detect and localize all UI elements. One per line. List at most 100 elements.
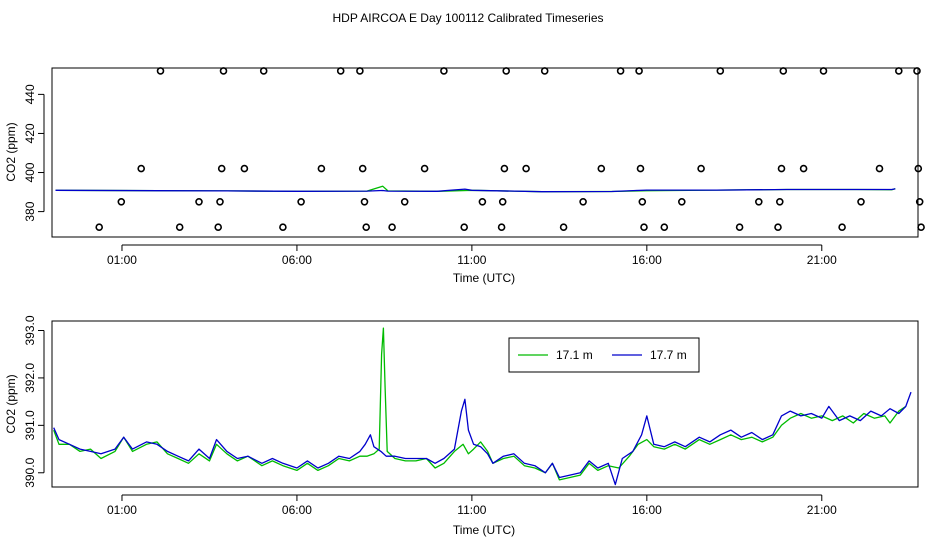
scatter-point: [500, 164, 509, 173]
scatter-point: [259, 67, 268, 75]
bottom-panel: 01:00 06:00 11:00 16:00 21:00 390.0 391.0 392.…: [4, 315, 919, 537]
scatter-point: [175, 223, 184, 231]
top-y-axis: 380 400 420 440: [23, 84, 45, 222]
bottom-line-series: [53, 327, 912, 486]
scatter-point: [400, 198, 409, 206]
bottom-y-tick-label: 392.0: [23, 363, 37, 393]
scatter-point: [478, 198, 487, 206]
top-y-tick-label: 400: [23, 162, 37, 182]
scatter-point: [777, 164, 786, 173]
scatter-point: [914, 164, 923, 173]
scatter-point: [774, 223, 782, 231]
bottom-x-tick-label: 06:00: [282, 503, 312, 517]
scatter-point: [779, 67, 788, 75]
scatter-point: [775, 198, 784, 206]
scatter-point: [640, 223, 648, 231]
top-x-tick-label: 11:00: [457, 253, 486, 267]
scatter-point: [636, 164, 645, 173]
top-y-tick-label: 420: [23, 123, 37, 143]
scatter-point: [356, 67, 364, 75]
scatter-point: [297, 198, 305, 206]
bottom-y-tick-label: 391.0: [23, 410, 37, 440]
scatter-point: [362, 223, 371, 231]
scatter-point: [597, 164, 606, 173]
scatter-point: [420, 164, 429, 173]
top-x-tick-label: 21:00: [807, 253, 837, 267]
bottom-x-tick-label: 01:00: [107, 503, 137, 517]
scatter-point: [317, 164, 326, 173]
scatter-point: [117, 198, 126, 206]
top-y-tick-label: 440: [23, 84, 37, 104]
scatter-point: [917, 223, 925, 231]
scatter-point: [540, 67, 549, 75]
scatter-point: [579, 198, 587, 206]
top-x-tick-label: 06:00: [282, 253, 312, 267]
bottom-line-series-17-1-m: [53, 327, 907, 481]
scatter-point: [915, 198, 924, 206]
scatter-point: [838, 223, 846, 231]
scatter-point: [735, 223, 744, 231]
top-panel: 01:00 06:00 11:00 16:00 21:00 380 400 420 440 T…: [4, 67, 925, 285]
top-x-tick-label: 16:00: [632, 253, 662, 267]
scatter-point: [195, 198, 203, 206]
scatter-point: [635, 67, 643, 75]
scatter-point: [240, 164, 249, 173]
scatter-point: [819, 67, 828, 75]
top-plot-frame: [51, 67, 919, 238]
scatter-point: [219, 67, 228, 75]
scatter-point: [857, 198, 865, 206]
scatter-point: [214, 223, 222, 231]
scatter-point: [502, 67, 511, 75]
top-line-series-17-7-m: [55, 188, 896, 193]
scatter-point: [279, 223, 287, 231]
bottom-y-axis-label: CO2 (ppm): [4, 374, 18, 433]
bottom-x-tick-label: 11:00: [457, 503, 486, 517]
bottom-x-tick-label: 16:00: [632, 503, 662, 517]
scatter-point: [754, 198, 763, 206]
scatter-point: [894, 67, 903, 75]
top-y-tick-label: 380: [23, 201, 37, 221]
scatter-point: [360, 198, 369, 206]
scatter-point: [388, 223, 396, 231]
top-line-series: [55, 185, 896, 193]
scatter-point: [559, 223, 568, 231]
legend: 17.1 m 17.7 m: [508, 337, 700, 373]
scatter-point: [616, 67, 625, 75]
scatter-point: [497, 223, 506, 231]
scatter-point: [716, 67, 725, 75]
scatter-point: [216, 198, 224, 206]
bottom-plot-frame: [51, 320, 919, 488]
scatter-point: [522, 164, 530, 173]
scatter-point: [799, 164, 808, 173]
scatter-point: [137, 164, 145, 173]
top-x-axis: 01:00 06:00 11:00 16:00 21:00: [107, 244, 837, 267]
scatter-point: [638, 198, 647, 206]
scatter-point: [217, 164, 226, 173]
scatter-point: [358, 164, 367, 173]
scatter-point: [913, 67, 921, 75]
scatter-point: [460, 223, 469, 231]
page-title: HDP AIRCOA E Day 100112 Calibrated Times…: [332, 11, 603, 25]
scatter-point: [875, 164, 884, 173]
top-x-axis-label: Time (UTC): [453, 271, 515, 285]
bottom-y-axis: 390.0 391.0 392.0 393.0: [23, 315, 45, 488]
scatter-point: [660, 223, 669, 231]
scatter-point: [440, 67, 448, 75]
bottom-x-tick-label: 21:00: [807, 503, 837, 517]
bottom-line-series-17-7-m: [53, 391, 912, 486]
scatter-point: [498, 198, 507, 206]
bottom-y-tick-label: 393.0: [23, 315, 37, 345]
bottom-y-tick-label: 390.0: [23, 457, 37, 487]
top-x-tick-label: 01:00: [107, 253, 137, 267]
scatter-point: [336, 67, 345, 75]
top-scatter-points: [95, 67, 925, 231]
bottom-x-axis-label: Time (UTC): [453, 523, 515, 537]
legend-label-17-7m: 17.7 m: [650, 348, 687, 362]
scatter-point: [156, 67, 165, 75]
scatter-point: [697, 164, 705, 173]
legend-label-17-1m: 17.1 m: [556, 348, 593, 362]
scatter-point: [677, 198, 686, 206]
scatter-point: [95, 223, 103, 231]
bottom-x-axis: 01:00 06:00 11:00 16:00 21:00: [107, 494, 837, 517]
